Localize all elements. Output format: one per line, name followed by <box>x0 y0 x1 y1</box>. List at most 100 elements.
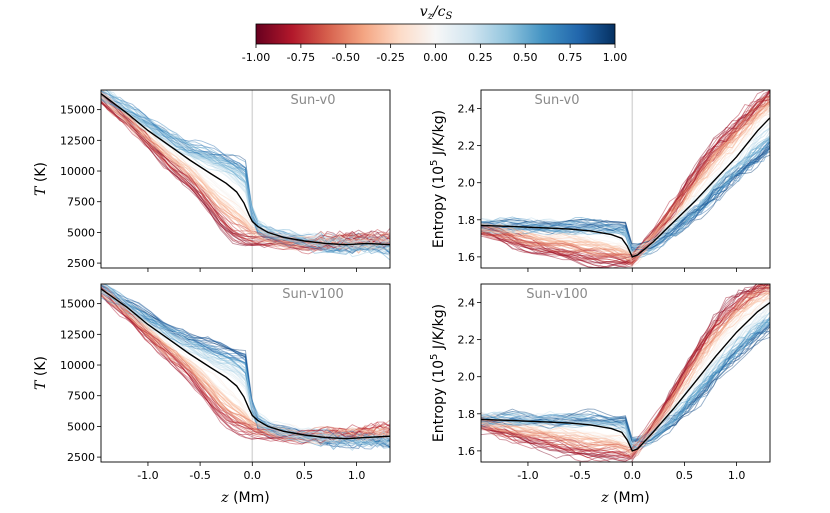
y-tick-label: 2.4 <box>458 103 476 116</box>
y-tick-label: 15000 <box>60 298 95 311</box>
ensemble-trace <box>481 318 770 448</box>
ensemble-trace <box>101 98 390 249</box>
ensemble-trace <box>481 90 766 259</box>
ensemble-trace <box>101 284 390 445</box>
ensemble-trace <box>481 300 770 451</box>
ensemble-trace <box>102 284 390 444</box>
y-tick-label: 7500 <box>67 196 95 209</box>
y-tick-label: 2.0 <box>458 371 476 384</box>
axes-frame <box>480 283 771 463</box>
ensemble-trace <box>481 319 770 447</box>
ensemble-trace <box>481 102 770 260</box>
ensemble-trace <box>481 285 770 454</box>
ensemble-trace <box>481 312 770 447</box>
ensemble-trace <box>481 90 770 265</box>
ensemble-trace <box>101 91 390 242</box>
ensemble-trace <box>481 285 770 453</box>
plot-area <box>481 90 770 268</box>
panel-title: Sun-v0 <box>290 93 335 108</box>
ensemble-trace <box>101 94 390 254</box>
ensemble-trace <box>481 154 770 255</box>
ensemble-trace <box>101 98 390 254</box>
y-tick-label: 2.2 <box>458 140 476 153</box>
ensemble-trace <box>481 91 770 265</box>
ensemble-traces <box>481 284 770 462</box>
x-tick-label: 0.0 <box>244 469 262 482</box>
ensemble-trace <box>481 288 770 451</box>
ensemble-trace <box>101 93 390 252</box>
ensemble-trace <box>101 295 390 441</box>
ensemble-trace <box>481 103 770 265</box>
ensemble-trace <box>481 139 770 259</box>
ensemble-trace <box>101 97 390 255</box>
colorbar-tick-label: 0.50 <box>513 51 538 64</box>
ensemble-trace <box>481 101 770 263</box>
ensemble-trace <box>481 297 770 457</box>
ensemble-trace <box>481 114 770 263</box>
axes-frame <box>100 89 391 269</box>
ensemble-trace <box>104 284 390 444</box>
ensemble-trace <box>481 284 769 454</box>
y-tick-label: 5000 <box>67 420 95 433</box>
y-tick-label: 10000 <box>60 165 95 178</box>
ensemble-trace <box>101 93 390 252</box>
ensemble-trace <box>481 102 770 261</box>
y-tick-label: 2.2 <box>458 334 476 347</box>
ensemble-trace <box>481 108 770 256</box>
ensemble-trace <box>481 147 770 254</box>
ensemble-trace <box>481 128 770 253</box>
ensemble-trace <box>481 298 770 445</box>
ensemble-trace <box>481 101 770 265</box>
ensemble-trace <box>481 145 770 255</box>
ensemble-trace <box>102 90 390 250</box>
ensemble-trace <box>101 90 390 247</box>
ensemble-trace <box>101 289 390 448</box>
mean-profile-line <box>101 288 390 440</box>
x-tick-label: 0.0 <box>624 469 642 482</box>
colorbar-tick-label: 0.75 <box>558 51 583 64</box>
ensemble-trace <box>101 96 390 253</box>
ensemble-trace <box>481 312 770 445</box>
ensemble-trace <box>102 284 390 447</box>
ensemble-trace <box>101 92 390 244</box>
ensemble-trace <box>101 289 390 441</box>
ensemble-trace <box>481 326 770 438</box>
ensemble-trace <box>481 304 770 444</box>
ensemble-trace <box>481 302 770 446</box>
ensemble-trace <box>101 97 390 250</box>
ensemble-trace <box>481 286 770 462</box>
ensemble-trace <box>101 287 390 442</box>
ensemble-trace <box>101 286 390 448</box>
ensemble-trace <box>481 291 770 450</box>
ensemble-trace <box>481 147 770 245</box>
ensemble-trace <box>101 101 390 249</box>
ensemble-trace <box>481 103 770 256</box>
ensemble-trace <box>481 110 770 257</box>
ensemble-trace <box>481 317 770 445</box>
ensemble-trace <box>481 139 770 250</box>
ensemble-trace <box>101 90 390 245</box>
ensemble-trace <box>481 284 770 458</box>
axes-frame <box>100 283 391 463</box>
colorbar-tick-label: -0.25 <box>376 51 404 64</box>
ensemble-trace <box>481 303 770 442</box>
colorbar-ticks: -1.00 -0.75 -0.50 -0.25 0.00 0.25 0.50 0.75 1.00 <box>242 44 627 64</box>
ensemble-trace <box>481 95 770 268</box>
ensemble-trace <box>101 284 390 446</box>
ensemble-trace <box>481 297 770 455</box>
y-tick-label: 1.6 <box>458 251 476 264</box>
ensemble-trace <box>101 288 390 439</box>
ensemble-trace <box>481 97 770 258</box>
ensemble-trace <box>481 288 770 460</box>
ensemble-trace <box>101 294 390 447</box>
ensemble-trace <box>102 284 390 443</box>
ensemble-trace <box>481 322 770 450</box>
y-tick-label: 2.4 <box>458 297 476 310</box>
ensemble-trace <box>481 318 770 448</box>
ensemble-trace <box>101 284 390 438</box>
x-tick-label: 1.0 <box>348 469 366 482</box>
colorbar-tick-label: -0.50 <box>332 51 360 64</box>
ensemble-trace <box>101 98 390 252</box>
ensemble-trace <box>481 100 770 256</box>
ensemble-trace <box>101 90 390 255</box>
